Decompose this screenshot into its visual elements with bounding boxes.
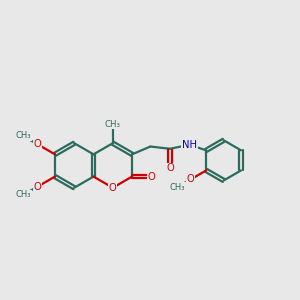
Text: CH₃: CH₃ xyxy=(105,120,121,129)
Text: O: O xyxy=(109,183,117,193)
Text: NH: NH xyxy=(182,140,197,150)
Text: O: O xyxy=(148,172,156,182)
Text: CH₃: CH₃ xyxy=(15,190,31,200)
Text: O: O xyxy=(166,164,174,173)
Text: O: O xyxy=(187,175,194,184)
Text: CH₃: CH₃ xyxy=(15,131,31,140)
Text: O: O xyxy=(34,139,41,149)
Text: O: O xyxy=(34,182,41,192)
Text: CH₃: CH₃ xyxy=(170,182,185,191)
